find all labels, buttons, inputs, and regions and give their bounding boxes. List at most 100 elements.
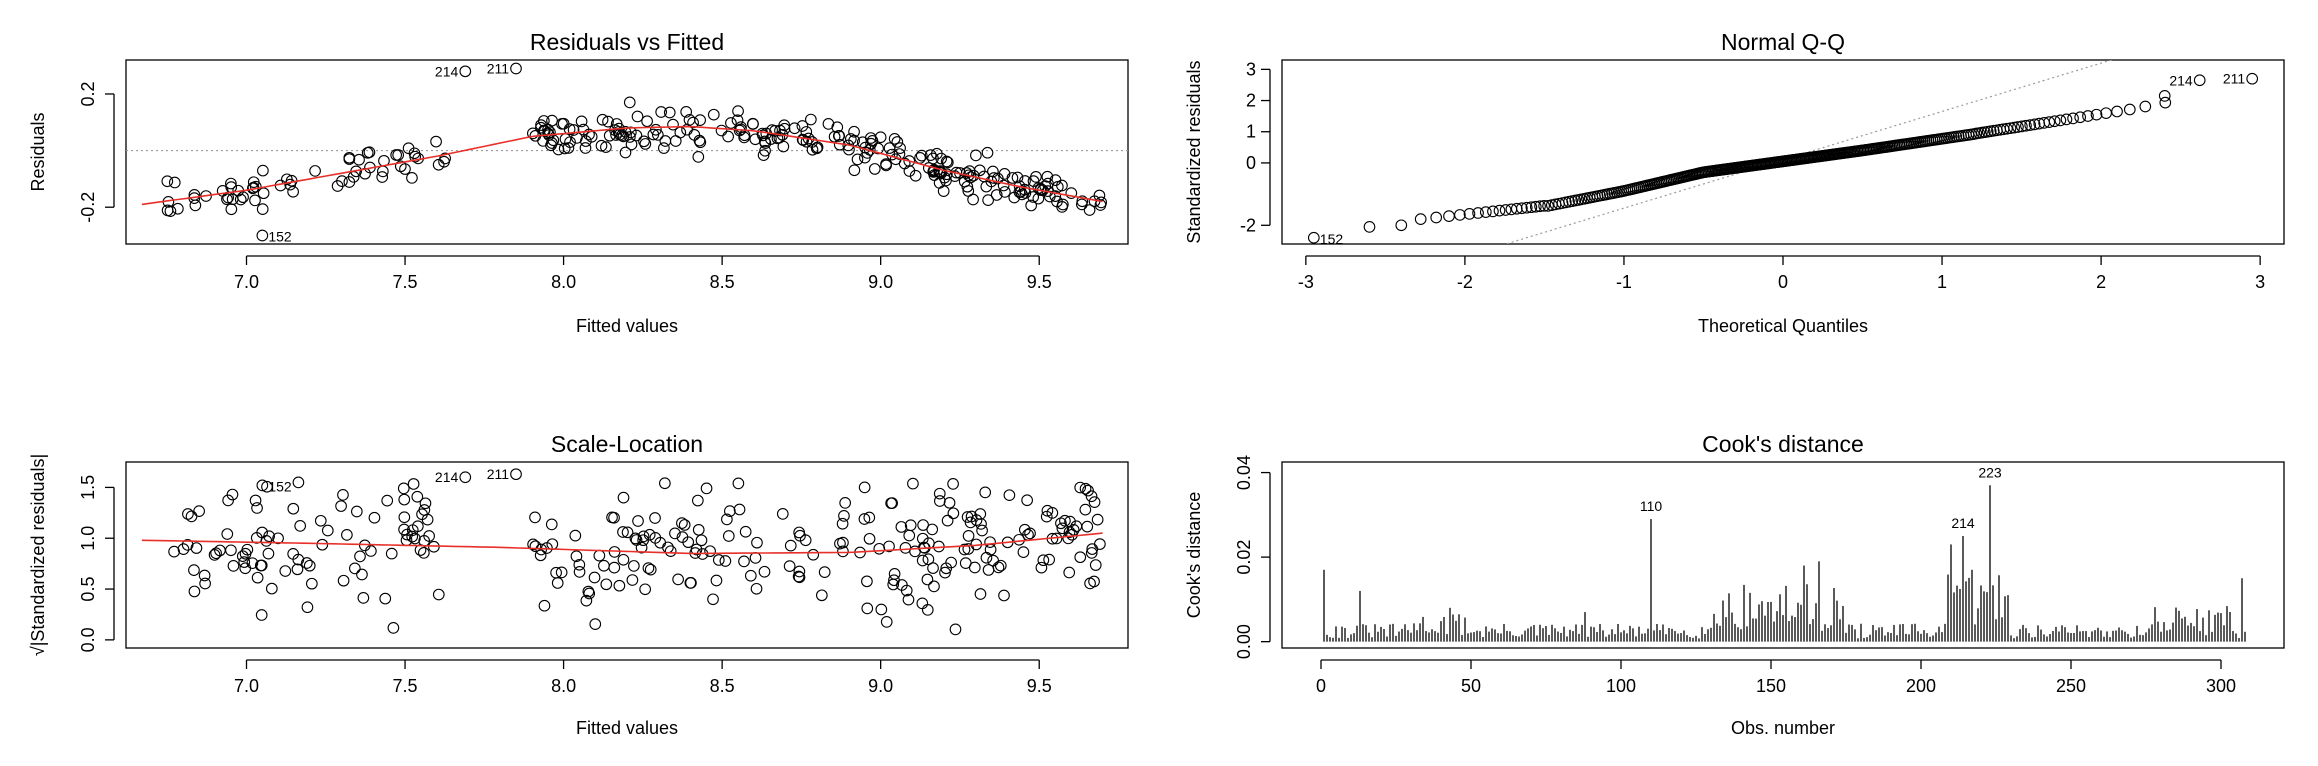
data-point — [1443, 210, 1455, 222]
data-point — [784, 539, 797, 552]
data-point — [570, 550, 583, 563]
data-point — [858, 513, 871, 525]
y-axis: 0.0 0.5 1.0 1.5 — [78, 475, 115, 652]
data-point — [758, 565, 771, 578]
data-point — [1032, 192, 1045, 205]
data-point — [249, 494, 262, 507]
data-point — [606, 511, 618, 524]
data-point — [1307, 231, 1320, 244]
data-point — [188, 564, 200, 576]
data-point — [356, 568, 368, 581]
bars — [1323, 485, 2246, 642]
data-point — [739, 525, 752, 538]
data-point — [683, 113, 696, 126]
data-point — [793, 526, 805, 539]
data-point — [637, 530, 650, 543]
data-point — [257, 187, 270, 200]
data-point — [401, 528, 413, 541]
data-point — [1414, 213, 1427, 225]
data-point — [962, 543, 975, 555]
data-point — [935, 152, 948, 165]
data-point — [600, 141, 612, 153]
data-point — [236, 550, 249, 563]
data-point — [694, 114, 706, 126]
data-point — [885, 497, 897, 510]
data-point — [880, 616, 893, 628]
data-point — [2159, 96, 2172, 109]
data-point — [357, 592, 370, 604]
x-tick-label: 7.0 — [234, 676, 259, 696]
data-point — [630, 129, 643, 142]
data-point — [254, 559, 267, 572]
data-point — [800, 126, 813, 138]
data-point — [168, 176, 181, 189]
data-point — [588, 571, 601, 584]
data-point — [964, 516, 977, 529]
data-point — [225, 177, 237, 190]
data-point — [842, 139, 855, 152]
data-point — [2004, 122, 2017, 135]
data-point — [811, 141, 824, 154]
data-point — [1056, 200, 1068, 213]
point-label: 211 — [487, 60, 510, 76]
data-point — [303, 559, 316, 572]
data-point — [984, 536, 996, 549]
data-point — [309, 165, 321, 177]
data-point — [625, 138, 638, 151]
normal-qq-title: Normal Q-Q — [1721, 29, 1845, 55]
data-point — [331, 180, 344, 192]
data-point — [937, 185, 950, 198]
data-point — [692, 151, 705, 163]
data-point — [2001, 122, 2013, 135]
data-point — [902, 593, 915, 606]
data-point — [635, 541, 648, 554]
data-point — [227, 560, 240, 572]
data-point — [198, 569, 211, 582]
data-point — [788, 122, 801, 135]
data-point — [759, 137, 772, 149]
data-point — [2100, 107, 2112, 120]
data-point — [621, 526, 634, 539]
data-point — [381, 494, 394, 507]
data-point — [1059, 514, 1071, 527]
data-point — [864, 132, 877, 144]
data-point — [459, 65, 472, 78]
data-point — [777, 140, 790, 153]
data-point — [1095, 196, 1108, 209]
data-point — [651, 129, 664, 141]
data-point — [695, 534, 708, 547]
data-point — [2048, 115, 2061, 128]
data-point — [724, 505, 736, 517]
data-point — [757, 129, 769, 142]
data-point — [529, 540, 542, 553]
data-point — [979, 486, 992, 499]
data-point — [1056, 179, 1068, 192]
plot-frame — [1281, 59, 2285, 245]
data-point — [940, 562, 953, 575]
data-point — [595, 139, 608, 152]
data-point — [793, 565, 806, 578]
data-point — [722, 130, 734, 143]
data-point — [526, 127, 539, 140]
scale-location-ylabel: √|Standardized residuals| — [28, 454, 48, 656]
data-point — [1063, 566, 1076, 579]
plot-area: 214 211 152 — [126, 60, 1128, 244]
data-point — [1035, 561, 1048, 574]
data-point — [432, 158, 445, 171]
data-point — [2060, 113, 2073, 126]
data-point — [978, 170, 990, 183]
data-point — [1084, 577, 1096, 590]
data-point — [579, 142, 592, 154]
data-point — [354, 550, 366, 563]
x-tick-label: 50 — [1461, 676, 1481, 696]
normal-qq-xlabel: Theoretical Quantiles — [1698, 316, 1868, 336]
data-point — [2090, 108, 2103, 121]
data-point — [251, 571, 264, 584]
data-point — [933, 487, 946, 500]
lowess-smooth-line — [141, 125, 1103, 206]
data-point — [353, 153, 365, 166]
data-point — [1019, 175, 1031, 187]
data-point — [1463, 208, 1476, 220]
data-point — [321, 524, 334, 537]
